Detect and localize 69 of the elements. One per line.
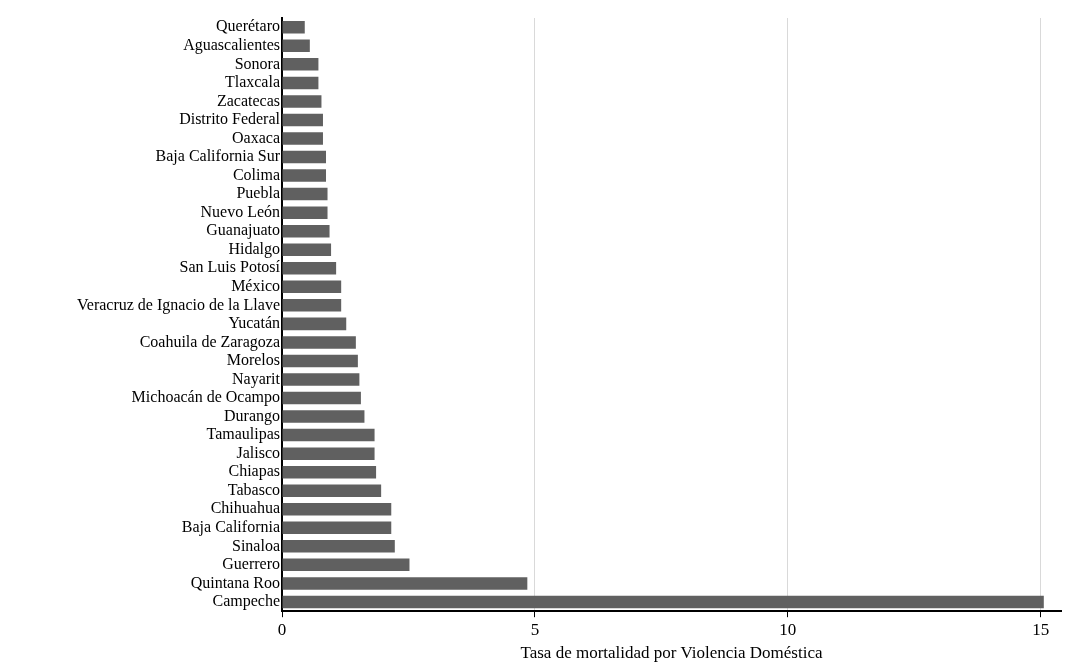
y-tick-label: Tabasco xyxy=(227,480,280,498)
bar xyxy=(282,391,361,405)
y-tick-label: Quintana Roo xyxy=(190,573,280,591)
y-tick-label: Oaxaca xyxy=(232,128,280,146)
bar xyxy=(282,354,358,368)
bar xyxy=(282,39,310,53)
y-tick-label: Zacatecas xyxy=(216,91,280,109)
bar xyxy=(282,317,347,331)
bar xyxy=(282,410,365,423)
bar xyxy=(282,206,328,219)
x-tick-label: 15 xyxy=(1032,619,1050,639)
y-tick-label: Durango xyxy=(224,406,280,425)
bar xyxy=(282,243,332,256)
bar xyxy=(282,336,356,349)
y-tick-label: Distrito Federal xyxy=(179,110,281,128)
y-tick-label: San Luis Potosí xyxy=(179,258,281,276)
y-tick-label: Tlaxcala xyxy=(224,73,280,91)
y-tick-label: Querétaro xyxy=(216,17,280,35)
y-tick-label: Campeche xyxy=(212,592,280,611)
bar xyxy=(282,132,323,145)
bar xyxy=(282,21,305,34)
y-tick-label: Sinaloa xyxy=(232,536,280,554)
y-tick-label: Puebla xyxy=(236,184,280,202)
bar xyxy=(282,113,323,127)
x-tick-label: 10 xyxy=(779,619,797,639)
y-tick-label: Guerrero xyxy=(222,555,280,573)
y-tick-label: Baja California Sur xyxy=(155,147,281,166)
bar xyxy=(282,428,375,442)
bar xyxy=(282,95,322,108)
bar xyxy=(282,484,382,497)
x-tick-label: 5 xyxy=(530,619,540,639)
bar xyxy=(282,502,392,516)
y-tick-label: Colima xyxy=(232,165,280,183)
y-tick-label: México xyxy=(231,277,280,294)
bar xyxy=(282,150,327,164)
bar xyxy=(282,558,410,572)
bar xyxy=(282,187,328,201)
y-tick-label: Michoacán de Ocampo xyxy=(131,388,280,407)
y-tick-label: Morelos xyxy=(226,351,280,369)
x-axis-title: Tasa de mortalidad por Violencia Doméstica xyxy=(520,643,823,663)
bar xyxy=(282,169,327,182)
y-tick-label: Chiapas xyxy=(228,462,280,481)
bar xyxy=(282,299,342,312)
bar xyxy=(282,465,377,479)
y-tick-label: Baja California xyxy=(181,517,280,536)
bar xyxy=(282,76,319,90)
y-tick-label: Aguascalientes xyxy=(183,36,280,55)
y-tick-label: Jalisco xyxy=(236,443,280,461)
bar xyxy=(282,280,342,294)
bar xyxy=(282,447,375,460)
bar xyxy=(282,521,392,535)
y-tick-label: Nuevo León xyxy=(200,202,280,220)
bar xyxy=(282,595,1044,609)
y-tick-label: Yucatán xyxy=(228,314,280,332)
bar xyxy=(282,224,330,238)
bar xyxy=(282,58,319,71)
bar xyxy=(282,577,528,590)
bar xyxy=(282,373,360,386)
bar xyxy=(282,262,337,275)
y-tick-label: Nayarit xyxy=(232,369,281,388)
bar xyxy=(282,540,395,553)
y-tick-label: Hidalgo xyxy=(228,239,280,258)
y-tick-label: Sonora xyxy=(234,54,280,72)
y-tick-label: Chihuahua xyxy=(210,499,280,517)
y-tick-label: Veracruz de Ignacio de la Llave xyxy=(77,295,280,314)
x-tick-label: 0 xyxy=(277,619,287,639)
y-tick-label: Guanajuato xyxy=(206,221,280,240)
y-tick-label: Coahuila de Zaragoza xyxy=(139,332,280,351)
y-tick-label: Tamaulipas xyxy=(206,425,280,444)
